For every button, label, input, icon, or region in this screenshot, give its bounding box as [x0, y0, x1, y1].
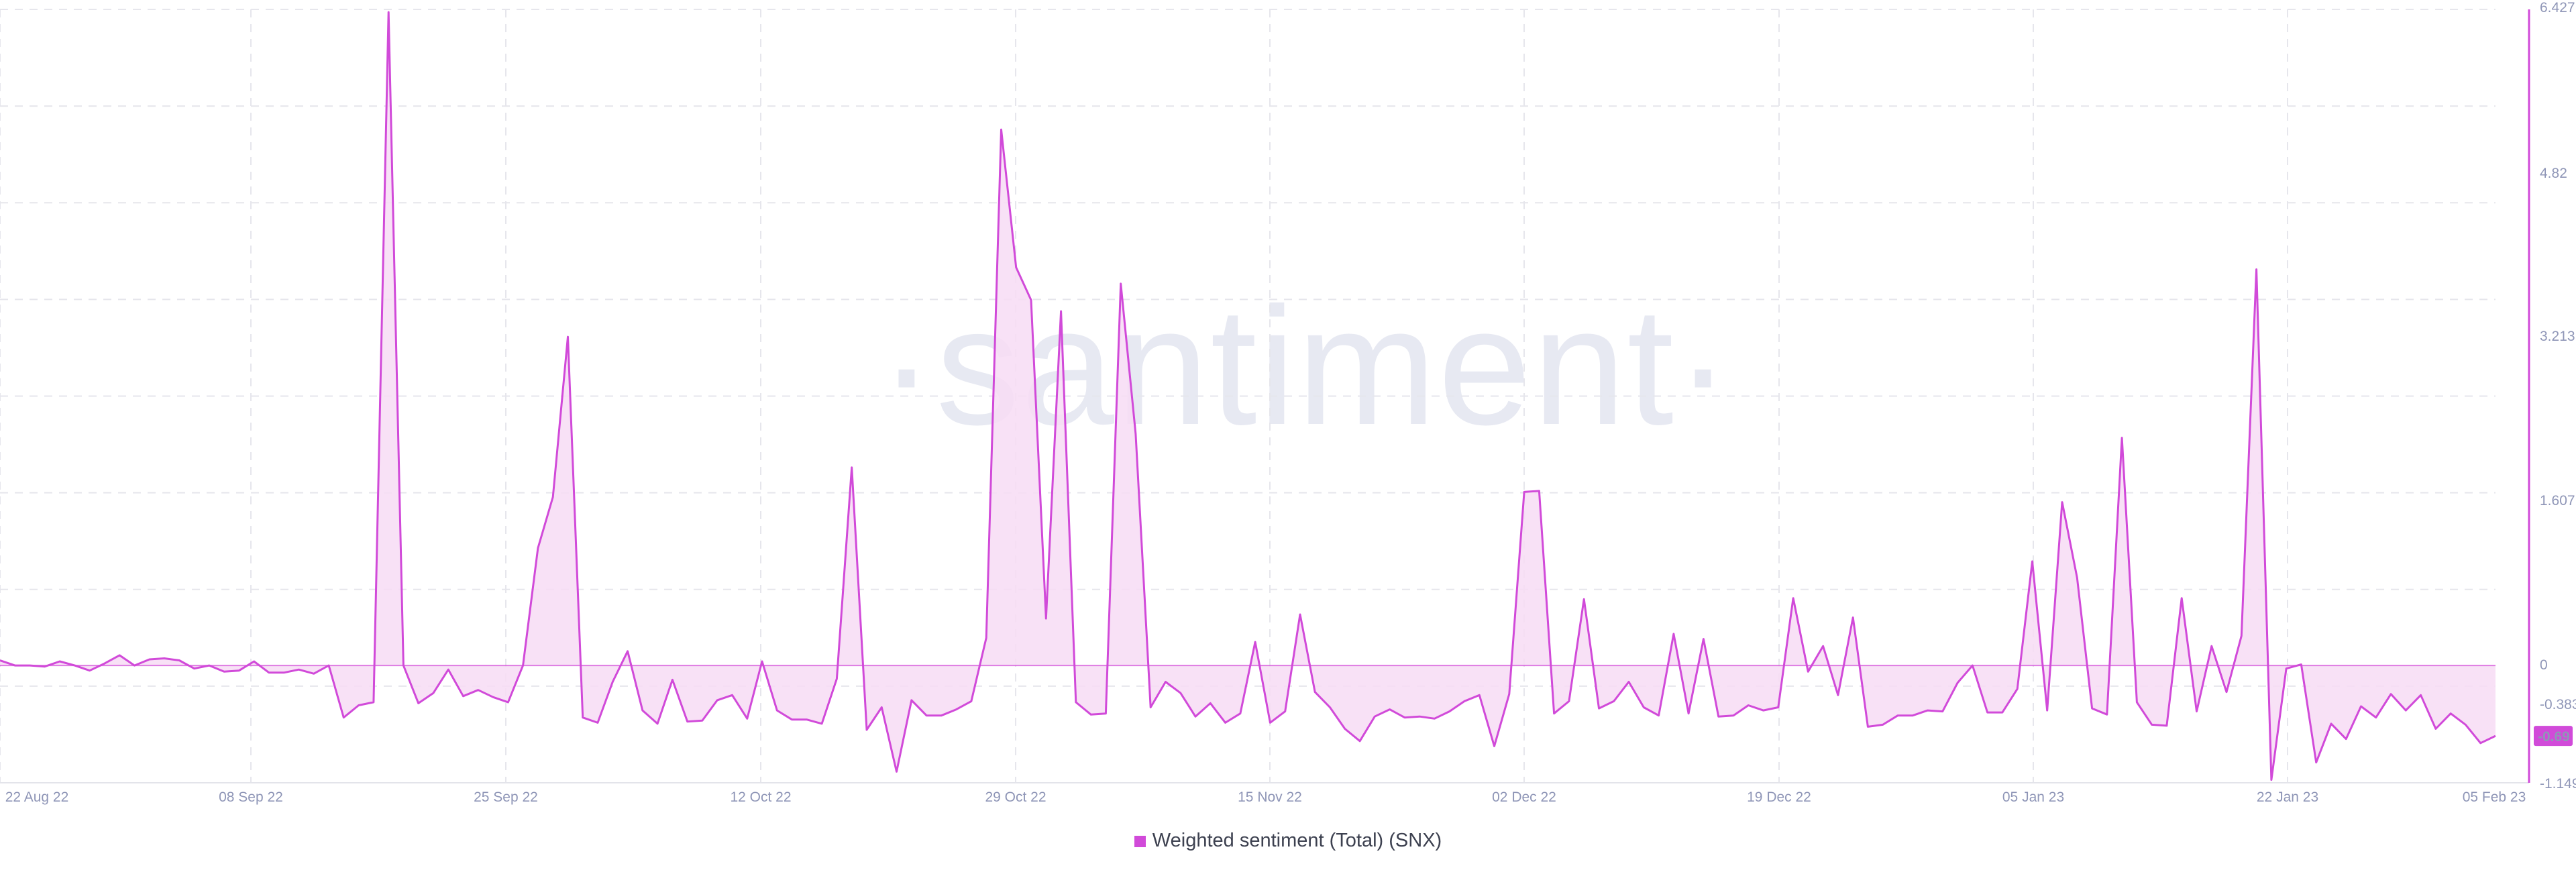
x-tick-label-10: 05 Feb 23: [2463, 789, 2526, 805]
y-tick-label-2: 3.213: [2540, 329, 2575, 344]
last-value-badge: -0.69: [2534, 726, 2573, 747]
y-tick-label-3: 1.607: [2540, 493, 2575, 508]
y-tick-label-1: 4.82: [2540, 166, 2567, 181]
y-tick-label-6: -1.149: [2540, 776, 2576, 792]
x-tick-label-0: 22 Aug 22: [5, 789, 69, 805]
x-tick-label-3: 12 Oct 22: [730, 789, 791, 805]
grid: [0, 9, 2496, 783]
x-tick-label-1: 08 Sep 22: [219, 789, 283, 805]
y-tick-label-4: 0: [2540, 657, 2548, 673]
x-tick-label-7: 19 Dec 22: [1747, 789, 1811, 805]
series-line: [0, 11, 2496, 781]
last-value-badge-bg: [2534, 726, 2573, 747]
legend: Weighted sentiment (Total) (SNX): [0, 830, 2576, 852]
y-tick-label-5: -0.383: [2540, 697, 2576, 712]
legend-swatch: [1134, 836, 1146, 847]
x-tick-label-4: 29 Oct 22: [985, 789, 1046, 805]
y-axis-ticks: 6.427 4.82 3.213 1.607 0 -0.383 -1.149: [2540, 0, 2576, 792]
x-tick-label-5: 15 Nov 22: [1238, 789, 1302, 805]
x-tick-label-6: 02 Dec 22: [1492, 789, 1556, 805]
legend-label: Weighted sentiment (Total) (SNX): [1152, 830, 1442, 851]
x-tick-label-2: 25 Sep 22: [474, 789, 538, 805]
x-tick-label-9: 22 Jan 23: [2257, 789, 2318, 805]
y-tick-label-0: 6.427: [2540, 0, 2575, 15]
last-value-label: -0.69: [2538, 729, 2570, 745]
x-axis-ticks: 22 Aug 22 08 Sep 22 25 Sep 22 12 Oct 22 29 O…: [5, 789, 2526, 805]
x-tick-label-8: 05 Jan 23: [2002, 789, 2064, 805]
